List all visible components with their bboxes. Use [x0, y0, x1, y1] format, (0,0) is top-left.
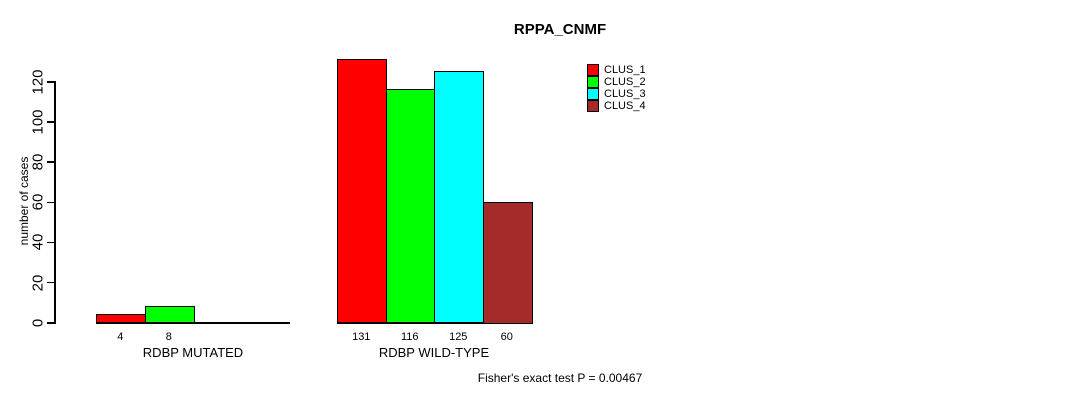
x-group-label: RDBP WILD-TYPE — [378, 345, 490, 360]
y-axis-tick — [47, 161, 54, 163]
bar-clus_1 — [337, 58, 387, 324]
bar-clus_1 — [96, 313, 146, 324]
legend-item-clus_1: CLUS_1 — [587, 64, 646, 76]
legend-label: CLUS_1 — [604, 64, 646, 76]
bar-clus_2 — [385, 89, 436, 324]
bar-value-label: 131 — [352, 331, 371, 343]
y-tick-label: 80 — [29, 153, 47, 171]
y-tick-label: 100 — [29, 109, 47, 135]
y-tick-label: 120 — [29, 69, 47, 95]
y-axis-line — [54, 81, 56, 324]
y-tick-label: 40 — [29, 234, 47, 251]
legend-swatch-icon — [587, 76, 599, 88]
y-tick-label: 0 — [29, 318, 47, 327]
chart-legend: CLUS_1 CLUS_2 CLUS_3 CLUS_4 — [587, 64, 646, 112]
legend-swatch-icon — [587, 100, 599, 112]
legend-item-clus_2: CLUS_2 — [587, 76, 646, 88]
bar-value-label: 116 — [400, 331, 419, 343]
y-tick-label: 20 — [29, 274, 47, 291]
bar-clus_2 — [144, 305, 195, 324]
bar-value-label: 4 — [117, 331, 124, 343]
legend-item-clus_3: CLUS_3 — [587, 88, 646, 100]
y-axis-tick — [47, 81, 54, 83]
bar-clus_4 — [482, 201, 533, 324]
y-axis-tick — [47, 322, 54, 324]
x-group-label: RDBP MUTATED — [142, 345, 244, 360]
legend-swatch-icon — [587, 88, 599, 100]
bar-value-label: 125 — [449, 331, 468, 343]
y-axis-tick — [47, 201, 54, 203]
y-axis-tick — [47, 281, 54, 284]
bar-value-label: 8 — [165, 331, 172, 343]
y-axis-tick — [47, 121, 54, 123]
legend-label: CLUS_3 — [604, 88, 646, 100]
y-tick-label: 60 — [29, 193, 47, 211]
bar-clus_3 — [434, 70, 484, 324]
fisher-test-annotation: Fisher's exact test P = 0.00467 — [477, 371, 643, 385]
y-axis-tick — [47, 241, 54, 244]
chart-title: RPPA_CNMF — [513, 21, 607, 38]
bar-value-label: 60 — [500, 331, 513, 343]
legend-label: CLUS_4 — [604, 100, 646, 112]
legend-item-clus_4: CLUS_4 — [587, 100, 646, 112]
legend-swatch-icon — [587, 64, 599, 76]
legend-label: CLUS_2 — [604, 76, 646, 88]
